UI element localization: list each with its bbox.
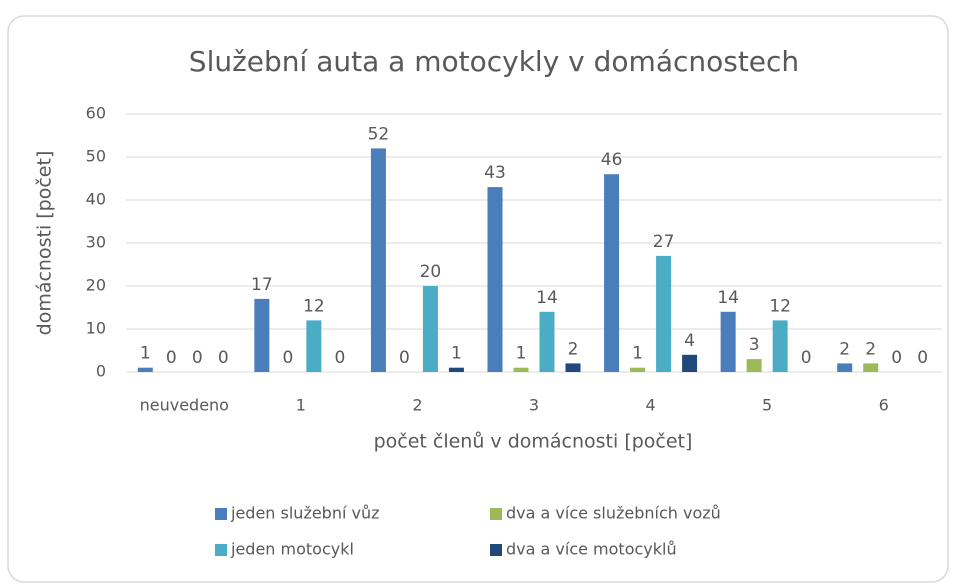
legend-label: jeden motocykl bbox=[230, 540, 354, 559]
value-label: 17 bbox=[251, 275, 273, 295]
value-label: 43 bbox=[484, 163, 506, 183]
y-tick-label: 40 bbox=[86, 190, 106, 209]
value-label: 2 bbox=[568, 339, 579, 359]
bar bbox=[254, 298, 270, 372]
legend-label: jeden služební vůz bbox=[230, 504, 380, 523]
bar bbox=[682, 354, 698, 372]
bar bbox=[604, 174, 620, 372]
x-axis-label: počet členů v domácnosti [počet] bbox=[374, 431, 693, 453]
bar bbox=[565, 363, 581, 372]
value-label: 14 bbox=[717, 288, 739, 308]
value-label: 0 bbox=[334, 348, 345, 368]
value-label: 1 bbox=[140, 344, 151, 364]
x-tick-label: 3 bbox=[529, 396, 539, 415]
value-label: 0 bbox=[801, 348, 812, 368]
value-label: 27 bbox=[653, 232, 675, 252]
bar bbox=[306, 320, 322, 372]
value-label: 14 bbox=[536, 288, 558, 308]
value-label: 12 bbox=[303, 296, 325, 316]
y-tick-label: 10 bbox=[86, 319, 106, 338]
value-label: 46 bbox=[601, 150, 623, 170]
x-tick-label: neuvedeno bbox=[140, 396, 229, 415]
bar bbox=[720, 311, 736, 372]
value-label: 52 bbox=[368, 124, 390, 144]
value-label: 1 bbox=[632, 344, 643, 364]
value-label: 12 bbox=[769, 296, 791, 316]
bar bbox=[837, 363, 853, 372]
bar bbox=[448, 367, 464, 372]
value-label: 0 bbox=[218, 348, 229, 368]
legend-swatch bbox=[490, 544, 502, 556]
y-tick-label: 60 bbox=[86, 104, 106, 123]
value-label: 0 bbox=[166, 348, 177, 368]
bar bbox=[630, 367, 646, 372]
value-label: 0 bbox=[917, 348, 928, 368]
value-label: 2 bbox=[839, 339, 850, 359]
bar bbox=[746, 359, 762, 372]
x-tick-label: 5 bbox=[762, 396, 772, 415]
x-tick-label: 6 bbox=[879, 396, 889, 415]
x-tick-label: 4 bbox=[645, 396, 655, 415]
bar bbox=[539, 311, 555, 372]
bar bbox=[422, 286, 438, 372]
legend-swatch bbox=[215, 508, 227, 520]
value-label: 0 bbox=[891, 348, 902, 368]
legend-swatch bbox=[215, 544, 227, 556]
value-label: 4 bbox=[684, 331, 695, 351]
y-tick-label: 30 bbox=[86, 233, 106, 252]
value-label: 0 bbox=[282, 348, 293, 368]
value-label: 0 bbox=[399, 348, 410, 368]
chart-border bbox=[7, 15, 949, 583]
bar bbox=[772, 320, 788, 372]
x-tick-label: 2 bbox=[412, 396, 422, 415]
bar bbox=[370, 148, 386, 372]
legend-swatch bbox=[490, 508, 502, 520]
bar bbox=[863, 363, 879, 372]
bar bbox=[487, 187, 503, 372]
bar bbox=[137, 367, 153, 372]
y-tick-label: 50 bbox=[86, 147, 106, 166]
value-label: 2 bbox=[865, 339, 876, 359]
value-label: 1 bbox=[451, 344, 462, 364]
x-tick-label: 1 bbox=[296, 396, 306, 415]
value-label: 20 bbox=[420, 262, 442, 282]
y-tick-label: 0 bbox=[96, 362, 106, 381]
bar bbox=[656, 255, 672, 372]
bar bbox=[513, 367, 529, 372]
legend-label: dva a více motocyklů bbox=[506, 540, 677, 559]
value-label: 3 bbox=[749, 335, 760, 355]
legend-label: dva a více služebních vozů bbox=[506, 504, 721, 523]
value-label: 0 bbox=[192, 348, 203, 368]
chart-title: Služební auta a motocykly v domácnostech bbox=[189, 45, 799, 78]
y-axis-label: domácnosti [počet] bbox=[34, 151, 56, 336]
value-label: 1 bbox=[516, 344, 527, 364]
y-tick-label: 20 bbox=[86, 276, 106, 295]
